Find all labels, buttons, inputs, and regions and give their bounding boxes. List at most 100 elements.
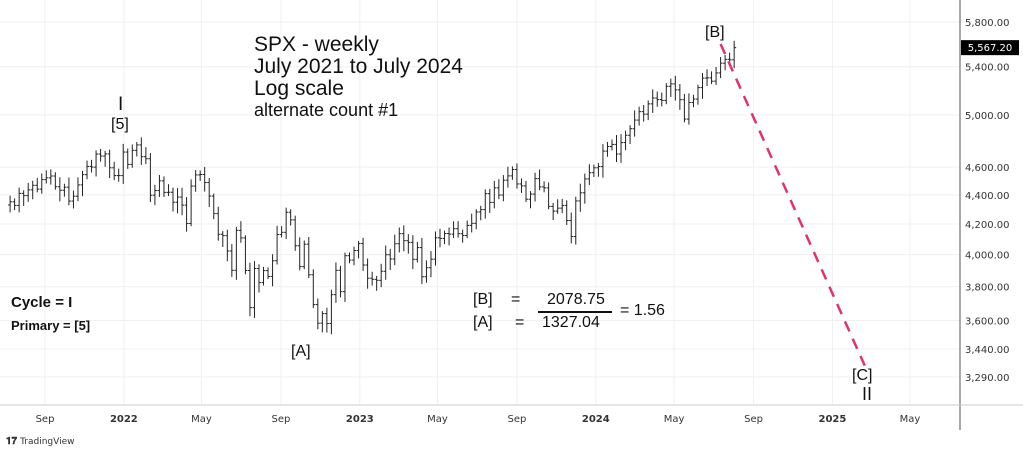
ratio-result: = 1.56 [620,302,665,319]
x-tick-label: May [664,414,685,425]
ohlc-bar [637,106,642,126]
time-axis[interactable]: Sep 2022 May Sep 2023 May Sep 2024 May Sep 2025 May [36,414,921,425]
ohlc-bar [474,209,479,230]
ohlc-bar [496,179,501,200]
ohlc-bar [560,198,565,214]
tradingview-icon: 𝟏𝟕 [6,436,18,447]
x-tick-label: Sep [508,414,527,425]
ohlc-bar [21,190,26,206]
ohlc-bar [578,183,583,212]
ohlc-bar [542,181,547,193]
ohlc-bar [659,92,664,107]
ohlc-bar [216,206,221,241]
chart-subtitle: July 2021 to July 2024 [254,55,463,78]
ohlc-bar [85,160,90,180]
ohlc-bar [275,225,280,265]
fraction-bar [538,311,612,313]
y-tick-label: 3,440.00 [965,345,1010,356]
ohlc-bar [256,264,261,293]
ohlc-bar [564,200,569,226]
ohlc-bar [293,215,298,251]
ohlc-bar [587,164,592,186]
ohlc-bar [428,251,433,278]
ohlc-bar [392,234,397,266]
ohlc-bar [333,262,338,303]
ohlc-bar [614,135,619,163]
ohlc-bar [247,262,252,317]
ohlc-bar [596,163,601,177]
ohlc-bar [225,229,230,262]
y-tick-label: 5,400.00 [965,63,1010,74]
y-tick-label: 5,800.00 [965,18,1010,29]
ratio-eq-1: = [511,291,521,308]
ohlc-bar [157,175,162,197]
ohlc-bar [478,205,483,221]
wave-A-label: [A] [291,343,311,360]
ohlc-bar [388,248,393,271]
ohlc-bar [401,225,406,252]
ohlc-bar [71,190,76,209]
ohlc-bar [48,169,53,185]
ohlc-bar [193,169,198,192]
ohlc-bar [266,267,271,280]
last-price-label: 5,567.20 [968,43,1013,54]
chart-title: SPX - weekly [254,33,379,56]
ohlc-bar [700,72,705,99]
y-tick-label: 4,200.00 [965,220,1010,231]
ohlc-bar [306,237,311,279]
ohlc-bar [30,180,35,200]
ohlc-bar [161,176,166,197]
x-tick-label: 2025 [819,414,847,425]
ohlc-bar [211,193,216,220]
ohlc-bar [98,148,103,162]
tradingview-logo[interactable]: 𝟏𝟕 TradingView [6,436,75,447]
ohlc-bar [243,235,248,275]
ohlc-bar [220,231,225,247]
ohlc-bar [523,180,528,202]
y-tick-label: 3,600.00 [965,317,1010,328]
ohlc-bar [383,245,388,280]
ohlc-bar [668,78,673,97]
count-label: alternate count #1 [254,100,399,120]
ohlc-bar [605,141,610,157]
ohlc-bar [35,177,40,193]
ohlc-bar [379,263,384,288]
ohlc-bar [338,265,343,298]
ohlc-bar [510,166,515,180]
ohlc-bar [288,209,293,226]
ohlc-bar [297,237,302,271]
ohlc-bar [374,275,379,291]
ohlc-bar [53,172,58,190]
ohlc-bar [107,149,112,179]
ohlc-bar [438,228,443,248]
ohlc-bar [664,83,669,105]
scale-label: Log scale [254,77,344,100]
ohlc-bar [180,187,185,216]
y-tick-label: 4,000.00 [965,251,1010,262]
ohlc-bar [732,40,737,69]
ohlc-bar [609,139,614,151]
wave-II-label: II [862,384,873,404]
ohlc-bar [686,93,691,125]
ohlc-bar [66,177,71,206]
ohlc-bar [44,170,49,184]
ohlc-bar [347,252,352,264]
ohlc-bar [501,175,506,202]
ohlc-bar [152,184,157,206]
ohlc-bar [650,89,655,113]
wave-I-label: I [118,94,124,115]
ohlc-bar [691,94,696,108]
ohlc-bar [533,172,538,202]
y-tick-label: 3,290.00 [965,373,1010,384]
brand-label: TradingView [20,437,75,447]
wave-5-label: [5] [111,116,129,133]
ohlc-bar [646,100,651,121]
ohlc-bar [26,182,31,202]
ohlc-bar [116,168,121,182]
ohlc-bar [682,93,687,123]
price-axis[interactable]: 5,800.00 5,400.00 5,000.00 4,600.00 4,400.00… [965,18,1010,384]
ohlc-bar [311,269,316,309]
ohlc-bar [12,198,17,211]
ohlc-bar [442,230,447,245]
